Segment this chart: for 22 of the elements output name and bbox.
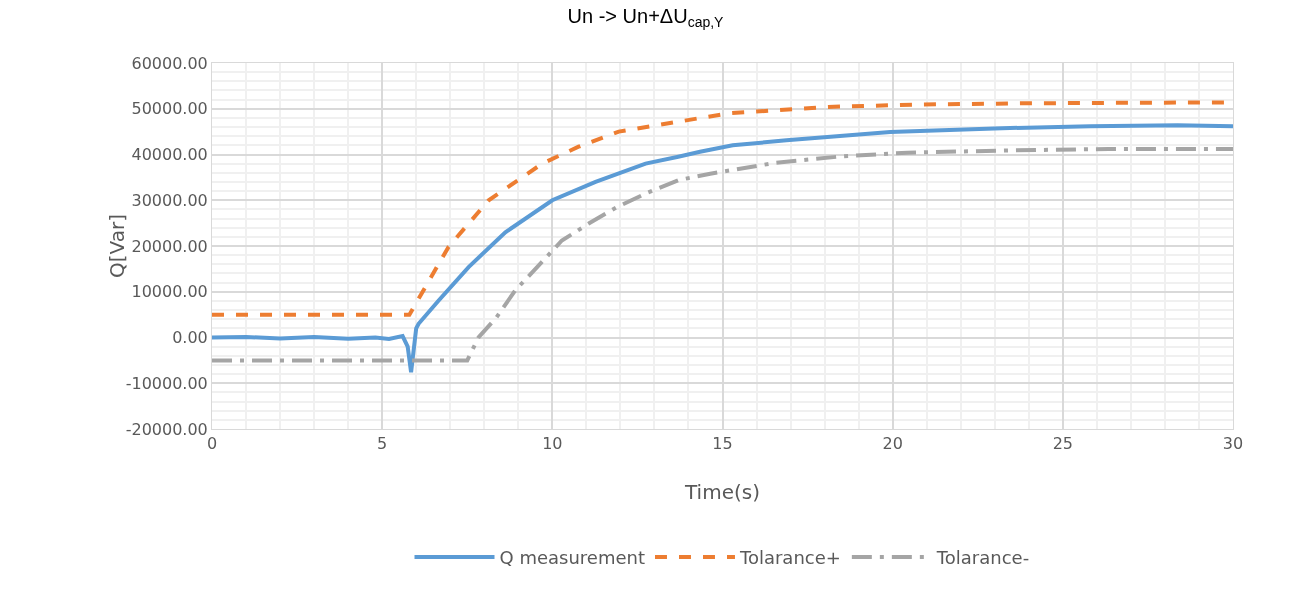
legend-label: Tolarance+: [738, 547, 841, 569]
x-tick-label: 25: [1052, 434, 1074, 454]
y-tick-label: -10000.00: [125, 373, 208, 393]
x-tick-label: 0: [206, 434, 218, 454]
y-tick-label: 0.00: [172, 328, 208, 348]
y-tick-label: -20000.00: [125, 419, 208, 439]
y-tick-label: 20000.00: [131, 236, 208, 256]
legend-label: Q measurement: [499, 547, 645, 569]
legend-label: Tolarance-: [935, 547, 1030, 569]
y-tick-label: 30000.00: [131, 190, 208, 210]
x-tick-label: 10: [542, 434, 563, 454]
y-tick-label: 40000.00: [131, 145, 208, 165]
x-tick-label: 30: [1222, 434, 1244, 454]
y-tick-label: 50000.00: [131, 99, 208, 119]
y-axis-title: Q[Var]: [105, 214, 130, 278]
x-tick-label: 20: [882, 434, 903, 454]
y-tick-label: 10000.00: [131, 282, 208, 302]
x-tick-label: 15: [712, 434, 733, 454]
chart-title: Un -> Un+ΔU$_{cap,Y}$: [567, 5, 725, 31]
x-tick-label: 5: [377, 434, 388, 454]
y-tick-label: 60000.00: [131, 53, 208, 73]
x-axis-title: Time(s): [684, 480, 760, 504]
